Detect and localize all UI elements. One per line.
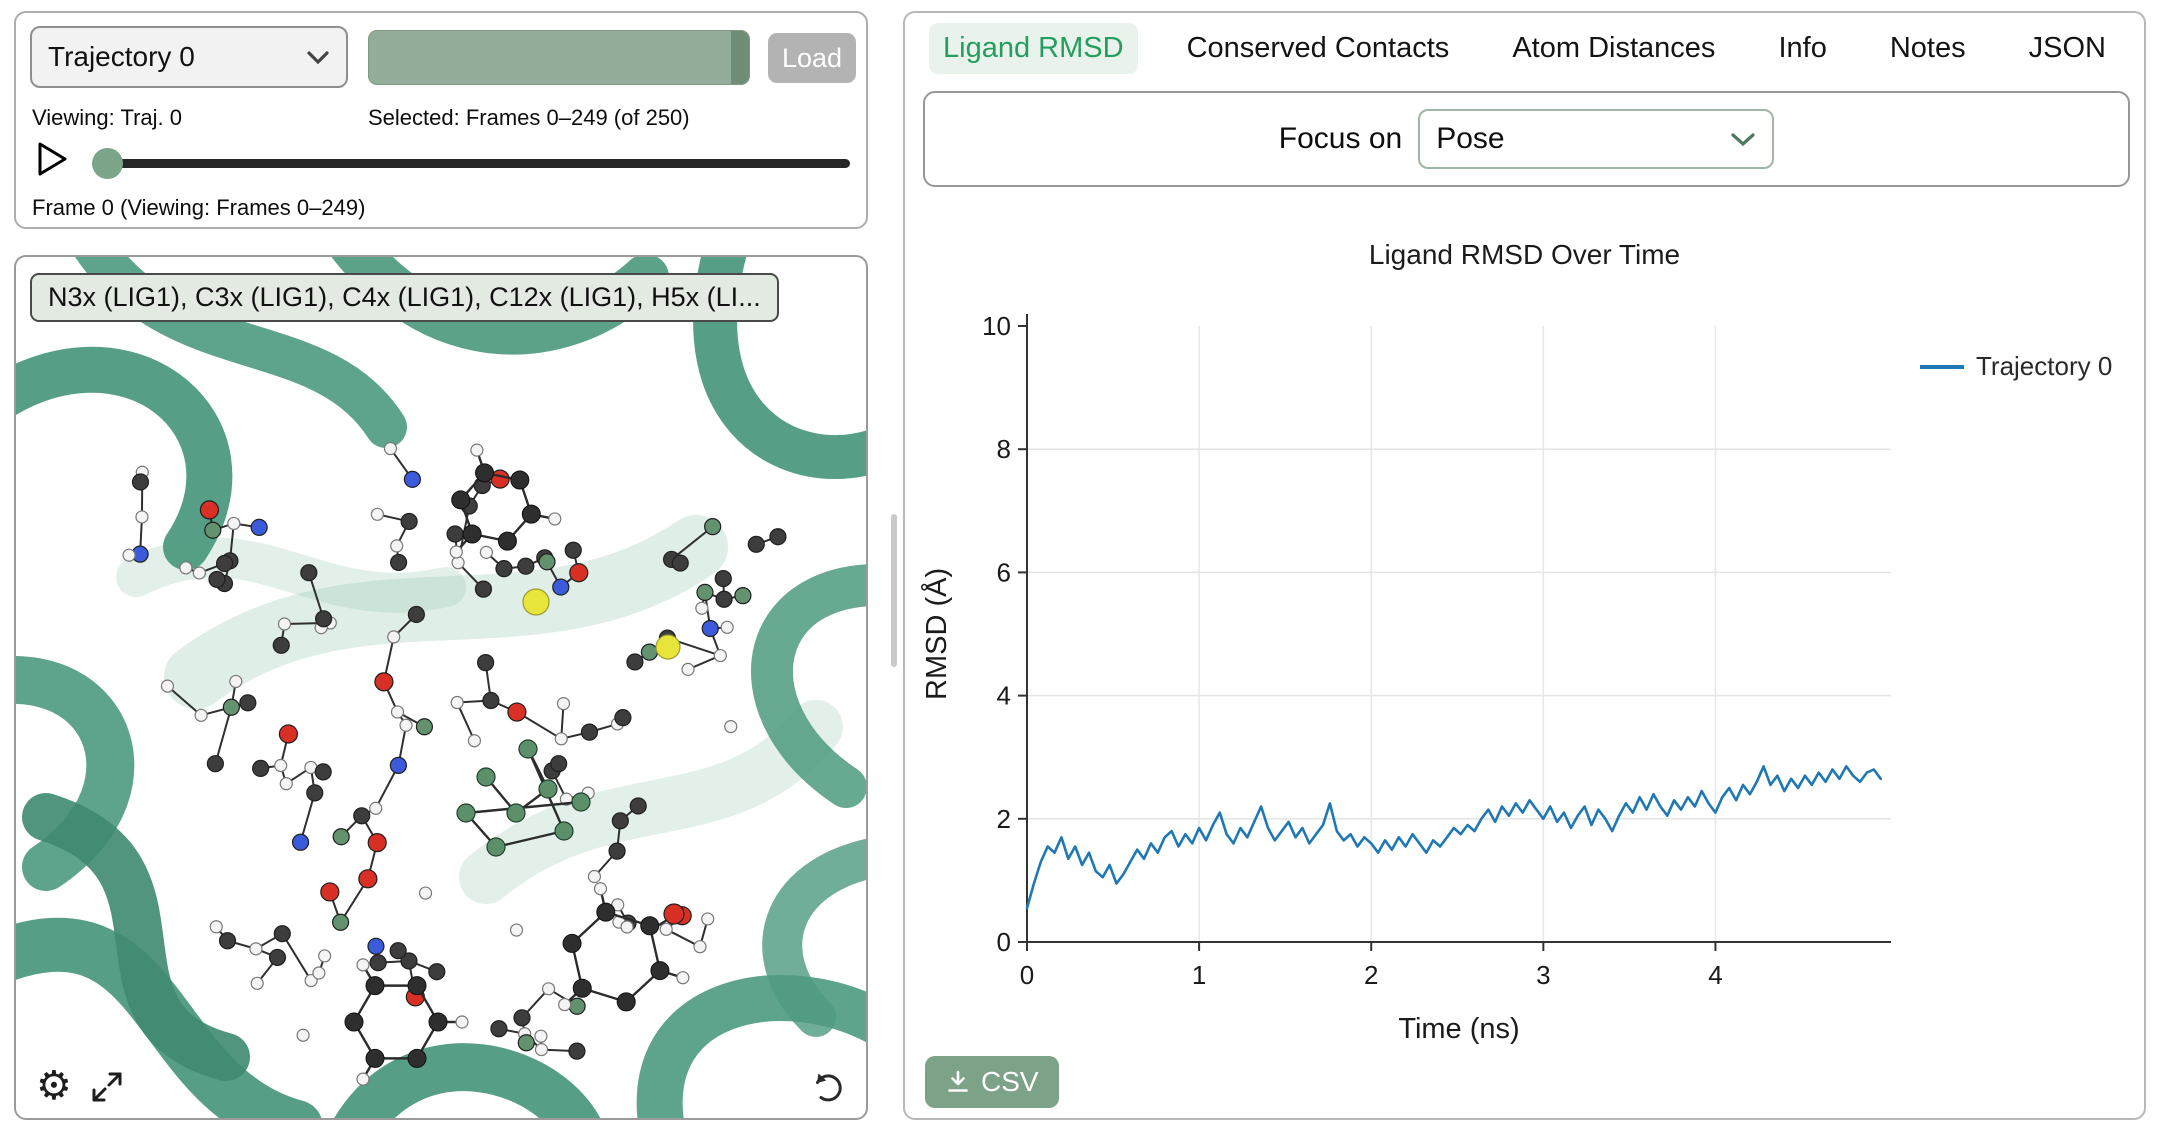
frame-label: Frame 0 (Viewing: Frames 0–249) xyxy=(32,195,366,220)
play-icon xyxy=(38,142,67,176)
rmsd-chart-plot: 0 2 4 6 8 10 0 1 2 3 4 xyxy=(982,311,1891,990)
focus-select-value: Pose xyxy=(1436,122,1505,155)
chart-title: Ligand RMSD Over Time xyxy=(1368,239,1681,270)
svg-text:6: 6 xyxy=(997,557,1011,587)
download-icon xyxy=(945,1069,971,1095)
molecule-viewer-panel[interactable]: N3x (LIG1), C3x (LIG1), C4x (LIG1), C12x… xyxy=(14,255,868,1120)
settings-gear-icon[interactable]: ⚙ xyxy=(36,1064,72,1108)
svg-text:10: 10 xyxy=(982,311,1011,341)
csv-button-label: CSV xyxy=(981,1066,1039,1097)
analysis-panel: Ligand RMSD Conserved Contacts Atom Dist… xyxy=(903,11,2146,1120)
atom-selection-label: N3x (LIG1), C3x (LIG1), C4x (LIG1), C12x… xyxy=(30,273,779,322)
viewing-label: Viewing: Traj. 0 xyxy=(32,105,183,130)
molecule-scene[interactable] xyxy=(16,257,866,1118)
load-button[interactable]: Load xyxy=(768,33,856,83)
trajectory-control-panel: Trajectory 0 Load Viewing: Traj. 0 Selec… xyxy=(14,11,868,229)
analysis-tabbar: Ligand RMSD Conserved Contacts Atom Dist… xyxy=(905,13,2144,83)
focus-select[interactable]: Pose xyxy=(1418,109,1775,169)
load-progress-bar xyxy=(368,30,750,85)
tab-json[interactable]: JSON xyxy=(2028,31,2106,64)
focus-on-label: Focus on xyxy=(1278,122,1403,155)
svg-text:2: 2 xyxy=(1364,960,1378,990)
frame-slider[interactable] xyxy=(92,148,850,179)
chart-legend: Trajectory 0 xyxy=(1920,351,2112,382)
selected-frames-label: Selected: Frames 0–249 (of 250) xyxy=(368,105,690,130)
svg-text:1: 1 xyxy=(1192,960,1206,990)
svg-text:0: 0 xyxy=(997,927,1011,957)
tab-atom-distances[interactable]: Atom Distances xyxy=(1512,31,1716,64)
download-csv-button[interactable]: CSV xyxy=(925,1056,1059,1108)
fullscreen-expand-icon[interactable] xyxy=(88,1068,126,1106)
svg-text:8: 8 xyxy=(997,434,1011,464)
play-button[interactable] xyxy=(30,139,72,181)
tab-info[interactable]: Info xyxy=(1778,31,1827,64)
chevron-down-icon xyxy=(306,41,330,73)
legend-series-label: Trajectory 0 xyxy=(1976,351,2113,381)
focus-on-box: Focus on Pose xyxy=(923,91,2130,187)
trajectory-select[interactable]: Trajectory 0 xyxy=(30,26,348,88)
chart-x-axis-label: Time (ns) xyxy=(1398,1013,1520,1045)
svg-text:4: 4 xyxy=(1708,960,1722,990)
tab-conserved-contacts[interactable]: Conserved Contacts xyxy=(1186,31,1450,64)
pane-splitter-handle[interactable] xyxy=(891,514,897,667)
chart-y-axis-label: RMSD (Å) xyxy=(921,567,953,701)
legend-line-swatch xyxy=(1920,364,1964,369)
reset-view-refresh-icon[interactable] xyxy=(808,1068,846,1106)
tab-ligand-rmsd[interactable]: Ligand RMSD xyxy=(929,22,1138,74)
tab-notes[interactable]: Notes xyxy=(1889,31,1966,64)
svg-text:0: 0 xyxy=(1020,960,1034,990)
frame-slider-thumb[interactable] xyxy=(92,148,123,179)
chevron-down-icon xyxy=(1730,122,1756,156)
svg-text:3: 3 xyxy=(1536,960,1550,990)
trajectory-select-value: Trajectory 0 xyxy=(48,41,195,72)
svg-text:2: 2 xyxy=(997,804,1011,834)
svg-text:4: 4 xyxy=(997,681,1011,711)
